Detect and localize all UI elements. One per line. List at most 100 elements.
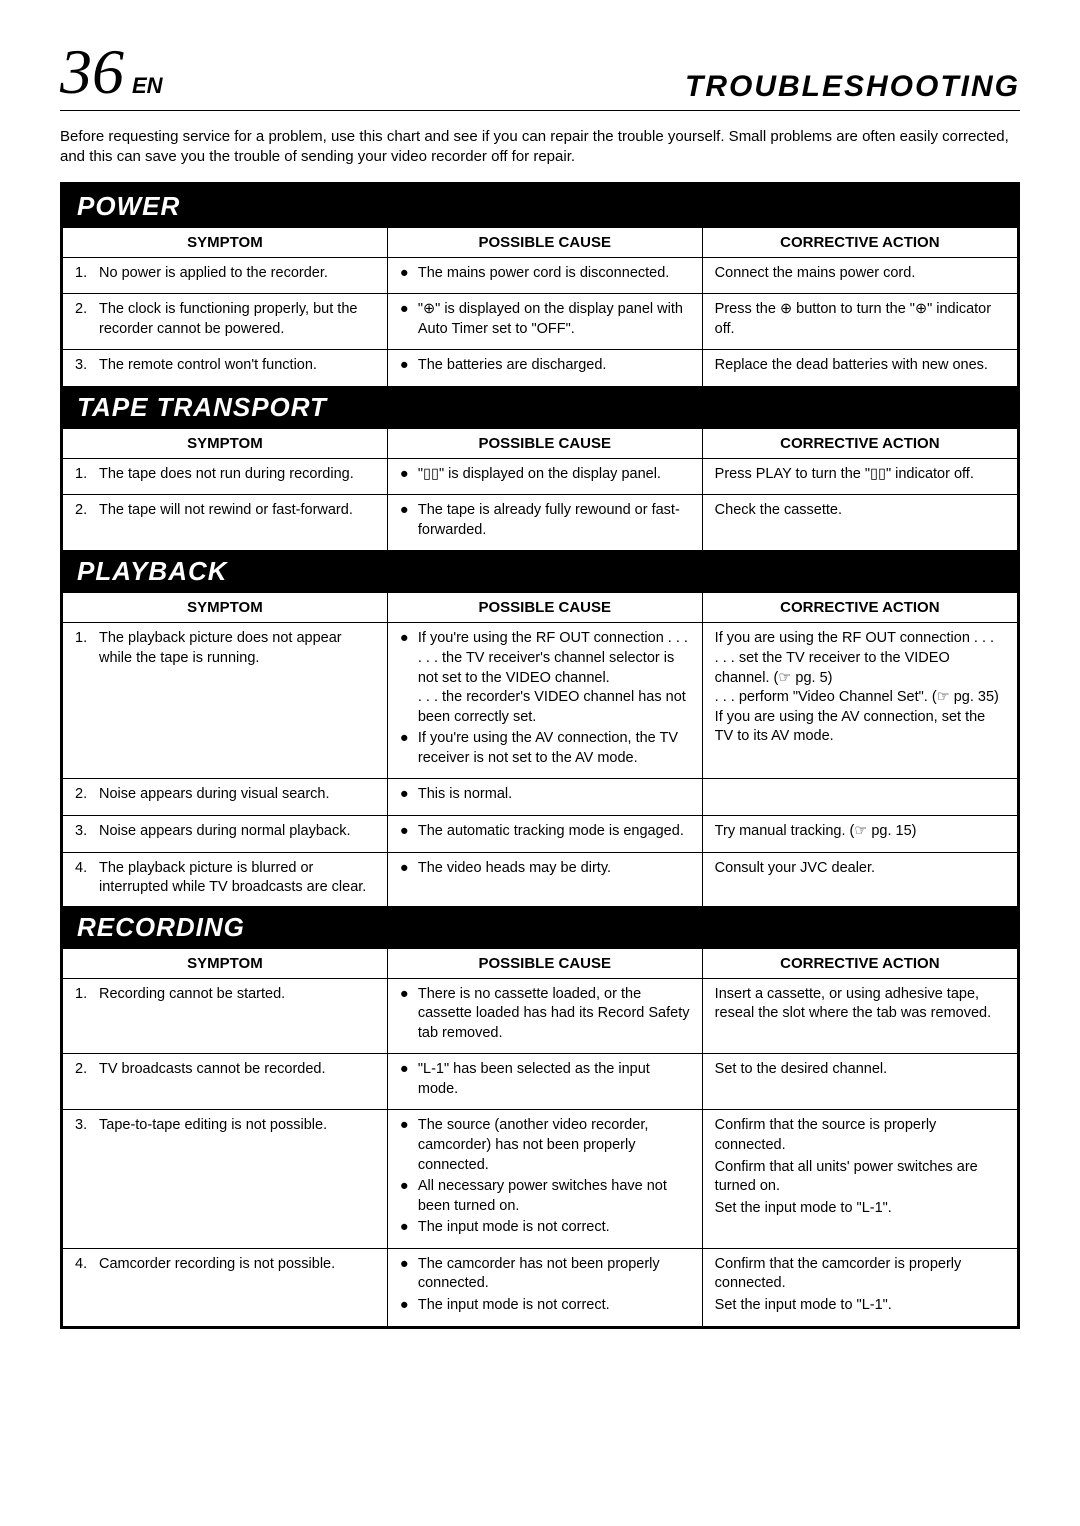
action-cell: Connect the mains power cord. — [702, 257, 1017, 294]
symptom-text: Tape-to-tape editing is not possible. — [99, 1116, 375, 1136]
bullet-icon: ● — [400, 1177, 412, 1216]
cause-text: The automatic tracking mode is engaged. — [418, 822, 690, 842]
action-text: Press the ⊕ button to turn the "⊕" indic… — [715, 300, 1005, 339]
action-cell: Confirm that the source is properly conn… — [702, 1110, 1017, 1248]
cause-cell: ●If you're using the RF OUT connection .… — [387, 623, 702, 779]
action-text: Confirm that the camcorder is properly c… — [715, 1255, 1005, 1294]
column-header: CORRECTIVE ACTION — [702, 228, 1017, 258]
symptom-cell: 3. The remote control won't function. — [63, 350, 387, 386]
action-cell: If you are using the RF OUT connection .… — [702, 623, 1017, 779]
section-title: POWER — [63, 185, 1017, 228]
symptom-cell: 2.The clock is functioning properly, but… — [63, 294, 387, 350]
troubleshooting-table: SYMPTOMPOSSIBLE CAUSECORRECTIVE ACTION 1.… — [63, 228, 1017, 386]
action-cell: Confirm that the camcorder is properly c… — [702, 1248, 1017, 1325]
bullet-icon: ● — [400, 1218, 412, 1238]
symptom-number: 3. — [75, 822, 93, 842]
cause-cell: ●The camcorder has not been properly con… — [387, 1248, 702, 1325]
cause-text: The camcorder has not been properly conn… — [418, 1255, 690, 1294]
table-row: 3.Tape-to-tape editing is not possible.●… — [63, 1110, 1017, 1248]
cause-text: The input mode is not correct. — [418, 1296, 690, 1316]
cause-cell: ●The batteries are discharged. — [387, 350, 702, 386]
symptom-cell: 3.Tape-to-tape editing is not possible. — [63, 1110, 387, 1248]
symptom-cell: 1.No power is applied to the recorder. — [63, 257, 387, 294]
cause-text: The source (another video recorder, camc… — [418, 1116, 690, 1175]
action-text: Confirm that all units' power switches a… — [715, 1158, 1005, 1197]
bullet-icon: ● — [400, 264, 412, 284]
page-number-block: 36 EN — [60, 40, 163, 104]
page-lang-suffix: EN — [132, 75, 163, 97]
action-cell: Press the ⊕ button to turn the "⊕" indic… — [702, 294, 1017, 350]
action-text: Set to the desired channel. — [715, 1060, 1005, 1080]
symptom-cell: 4.Camcorder recording is not possible. — [63, 1248, 387, 1325]
cause-cell: ●"⊕" is displayed on the display panel w… — [387, 294, 702, 350]
cause-text: If you're using the RF OUT connection . … — [418, 629, 690, 727]
action-cell: Try manual tracking. (☞ pg. 15) — [702, 815, 1017, 852]
cause-text: The video heads may be dirty. — [418, 859, 690, 879]
symptom-text: The remote control won't function. — [99, 356, 375, 376]
table-row: 2.The tape will not rewind or fast-forwa… — [63, 495, 1017, 551]
bullet-icon: ● — [400, 822, 412, 842]
cause-text: There is no cassette loaded, or the cass… — [418, 985, 690, 1044]
action-cell: Replace the dead batteries with new ones… — [702, 350, 1017, 386]
intro-paragraph: Before requesting service for a problem,… — [60, 127, 1020, 168]
cause-text: All necessary power switches have not be… — [418, 1177, 690, 1216]
section-title: PLAYBACK — [63, 550, 1017, 593]
bullet-icon: ● — [400, 300, 412, 339]
troubleshooting-table: SYMPTOMPOSSIBLE CAUSECORRECTIVE ACTION1.… — [63, 429, 1017, 551]
symptom-number: 1. — [75, 264, 93, 284]
troubleshooting-table: SYMPTOMPOSSIBLE CAUSECORRECTIVE ACTION1.… — [63, 593, 1017, 905]
bullet-icon: ● — [400, 356, 412, 376]
action-text: Press PLAY to turn the "▯▯" indicator of… — [715, 465, 1005, 485]
page-header: 36 EN TROUBLESHOOTING — [60, 40, 1020, 111]
cause-text: "L-1" has been selected as the input mod… — [418, 1060, 690, 1099]
bullet-icon: ● — [400, 465, 412, 485]
table-row: 1.The playback picture does not appear w… — [63, 623, 1017, 779]
symptom-cell: 1.The playback picture does not appear w… — [63, 623, 387, 779]
symptom-cell: 2.TV broadcasts cannot be recorded. — [63, 1054, 387, 1110]
symptom-number: 1. — [75, 465, 93, 485]
symptom-number: 4. — [75, 1255, 93, 1275]
symptom-number: 1. — [75, 629, 93, 668]
action-cell: Consult your JVC dealer. — [702, 852, 1017, 906]
action-text: Set the input mode to "L-1". — [715, 1296, 1005, 1316]
column-header: SYMPTOM — [63, 228, 387, 258]
troubleshooting-frame: POWERSYMPTOMPOSSIBLE CAUSECORRECTIVE ACT… — [60, 182, 1020, 1329]
action-text: Insert a cassette, or using adhesive tap… — [715, 985, 1005, 1024]
bullet-icon: ● — [400, 1060, 412, 1099]
symptom-text: The playback picture does not appear whi… — [99, 629, 375, 668]
bullet-icon: ● — [400, 501, 412, 540]
action-text: Connect the mains power cord. — [715, 264, 1005, 284]
cause-cell: ● "▯▯" is displayed on the display panel. — [387, 458, 702, 495]
cause-cell: ● The video heads may be dirty. — [387, 852, 702, 906]
table-row: 3.Noise appears during normal playback. ●… — [63, 815, 1017, 852]
column-header: POSSIBLE CAUSE — [387, 228, 702, 258]
cause-cell: ●This is normal. — [387, 779, 702, 816]
column-header: SYMPTOM — [63, 949, 387, 979]
cause-cell: ●The source (another video recorder, cam… — [387, 1110, 702, 1248]
section-title: RECORDING — [63, 906, 1017, 949]
bullet-icon: ● — [400, 859, 412, 879]
symptom-text: The playback picture is blurred or inter… — [99, 859, 375, 898]
action-text: Check the cassette. — [715, 501, 1005, 521]
cause-text: The tape is already fully rewound or fas… — [418, 501, 690, 540]
bullet-icon: ● — [400, 1255, 412, 1294]
table-row: 3. The remote control won't function. ●The… — [63, 350, 1017, 386]
column-header: POSSIBLE CAUSE — [387, 949, 702, 979]
symptom-number: 3. — [75, 356, 93, 376]
cause-cell: ●The mains power cord is disconnected. — [387, 257, 702, 294]
bullet-icon: ● — [400, 1296, 412, 1316]
bullet-icon: ● — [400, 1116, 412, 1175]
column-header: SYMPTOM — [63, 593, 387, 623]
action-text: Try manual tracking. (☞ pg. 15) — [715, 822, 1005, 842]
symptom-cell: 1.Recording cannot be started. — [63, 978, 387, 1054]
symptom-text: The clock is functioning properly, but t… — [99, 300, 375, 339]
symptom-cell: 3.Noise appears during normal playback. — [63, 815, 387, 852]
table-row: 1.Recording cannot be started.●There is … — [63, 978, 1017, 1054]
table-row: 2.The clock is functioning properly, but… — [63, 294, 1017, 350]
action-cell — [702, 779, 1017, 816]
symptom-cell: 4.The playback picture is blurred or int… — [63, 852, 387, 906]
cause-text: If you're using the AV connection, the T… — [418, 729, 690, 768]
cause-text: "▯▯" is displayed on the display panel. — [418, 465, 690, 485]
column-header: CORRECTIVE ACTION — [702, 429, 1017, 459]
symptom-number: 2. — [75, 501, 93, 521]
